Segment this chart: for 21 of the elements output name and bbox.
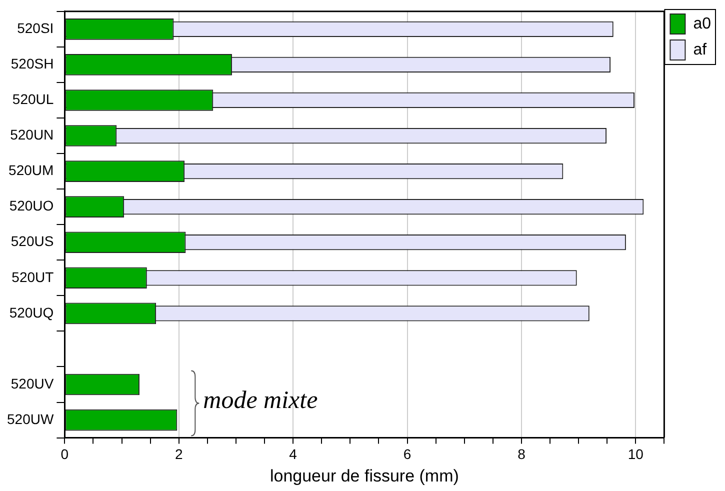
y-tick-label: 520UV (10, 375, 54, 392)
x-tick-label: 10 (628, 446, 644, 462)
y-tick-label: 520UO (9, 198, 54, 214)
y-tick-label: 520UL (12, 91, 54, 108)
y-tick-label: 520US (10, 233, 54, 250)
y-tick-label: 520UM (8, 162, 54, 178)
x-axis-title: longueur de fissure (mm) (270, 466, 459, 486)
y-tick-label: 520UN (10, 126, 54, 143)
annotation: mode mixte (203, 387, 318, 416)
y-tick-label: 520UQ (9, 304, 54, 320)
y-tick-label: 520UT (12, 268, 54, 285)
x-tick-label: 0 (60, 446, 69, 462)
y-tick-label: 520SH (10, 56, 54, 72)
x-tick-label: 6 (403, 446, 412, 462)
legend-label: af (693, 41, 708, 58)
x-tick-label: 2 (174, 446, 183, 462)
x-tick-label: 8 (518, 446, 526, 462)
y-tick-label: 520SI (17, 20, 54, 36)
y-tick-label: 520UW (6, 410, 54, 427)
legend-label: a0 (693, 15, 712, 32)
x-tick-label: 4 (289, 446, 298, 462)
